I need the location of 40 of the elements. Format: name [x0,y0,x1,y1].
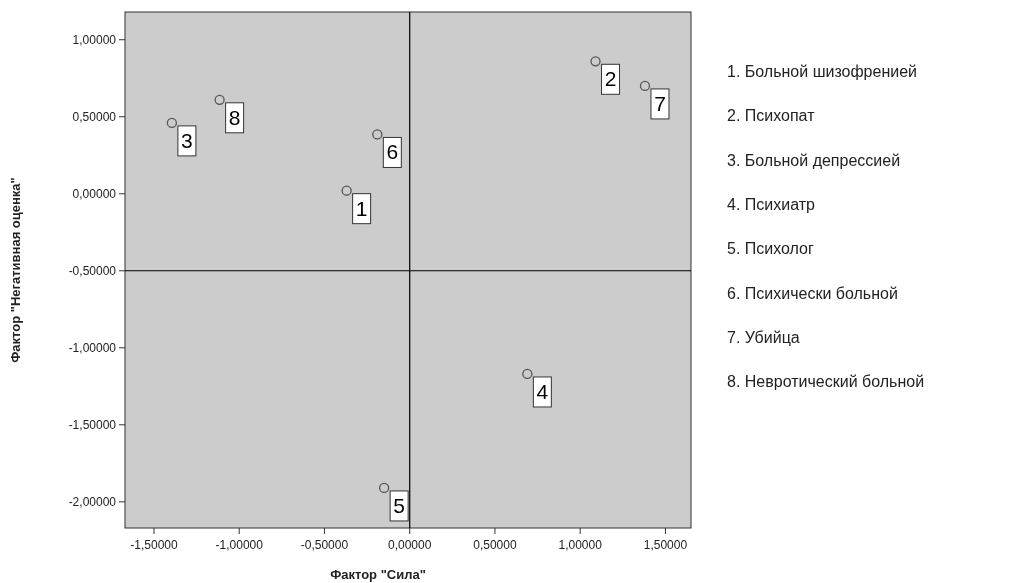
text: 8. Невротический больной [727,373,925,391]
point [639,80,651,92]
point [378,482,390,494]
text: 3. Больной депрессией [727,151,901,169]
text: 7. Убийца [727,328,800,346]
text: 6. Психически больной [727,284,898,302]
y-tick-label: 1,00000 [72,32,117,47]
x-axis-title: Фактор "Сила" [330,567,426,582]
x-tick-label: 0,50000 [473,538,517,552]
x-tick-label: -1,00000 [215,538,264,552]
annotation: 6 [386,140,399,164]
y-tick-label: -1,00000 [68,340,117,355]
text: 5. Психолог [727,240,815,258]
y-tick-label: 0,00000 [72,186,117,201]
point [590,56,601,67]
point [522,368,533,380]
y-tick-label: -2,00000 [68,495,117,510]
annotation: 8 [228,105,241,129]
x-tick-label: -1,50000 [130,538,178,552]
point [166,117,178,129]
annotation: 5 [393,493,405,517]
point [372,129,383,140]
text: 2. Психопат [727,107,816,125]
annotation: 2 [604,67,617,91]
x-tick-label: 0,00000 [388,538,432,552]
x-tick-label: 1,00000 [558,538,603,552]
text: 4. Психиатр [727,195,816,213]
point [341,185,352,196]
annotation: 7 [654,91,666,115]
y-tick-label: 0,50000 [72,109,117,124]
point [214,94,225,105]
annotation: 3 [181,128,193,152]
y-tick-label: -1,50000 [68,418,117,432]
annotation: 4 [536,379,549,403]
y-tick-label: -0,50000 [68,263,117,278]
y-axis-title: Фактор "Негативная оценка" [8,177,23,363]
annotation: 1 [355,196,368,220]
text: 1. Больной шизофренией [727,63,918,80]
x-tick-label: -0,50000 [300,538,349,552]
x-tick-label: 1,50000 [643,538,688,552]
